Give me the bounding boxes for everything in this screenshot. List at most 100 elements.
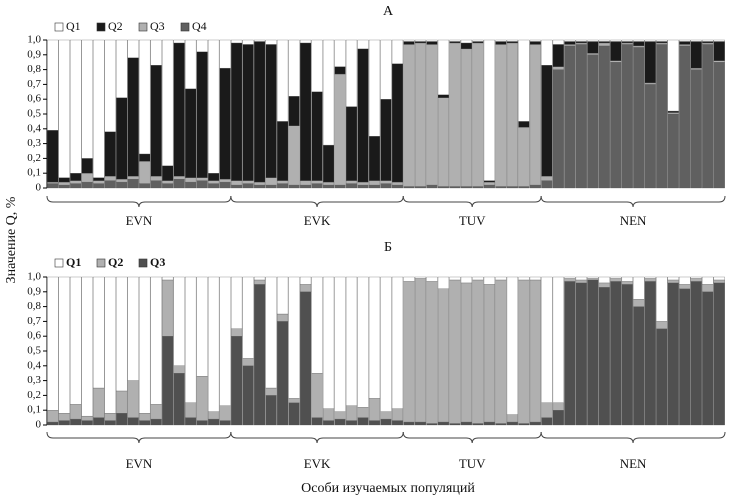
- bar-segment: [242, 44, 254, 181]
- bar-segment: [334, 411, 346, 420]
- bar-segment: [667, 282, 679, 426]
- bar-segment: [679, 288, 691, 426]
- bar-segment: [610, 41, 622, 61]
- bar-segment: [345, 420, 358, 426]
- legend-label: Q4: [192, 19, 207, 33]
- bar-segment: [460, 276, 473, 284]
- bar-segment: [391, 420, 404, 426]
- bar-segment: [185, 402, 197, 418]
- bar-segment: [403, 44, 415, 187]
- bar-segment: [357, 407, 369, 418]
- bar-segment: [483, 180, 496, 183]
- bar-segment: [437, 186, 450, 189]
- bar-segment: [679, 39, 691, 42]
- bar-segment: [391, 181, 404, 186]
- bar-segment: [93, 417, 105, 426]
- bar-segment: [598, 39, 610, 42]
- y-tick-label: 0,9: [27, 285, 41, 297]
- bar-segment: [529, 39, 541, 42]
- bar-segment: [253, 184, 266, 189]
- legend-swatch: [54, 258, 64, 268]
- bar-segment: [403, 41, 415, 45]
- bar-segment: [70, 39, 82, 174]
- y-tick-label: 0,8: [27, 300, 41, 312]
- bar-segment: [702, 41, 714, 44]
- bar-segment: [587, 53, 599, 55]
- bar-segment: [541, 180, 553, 189]
- bar-segment: [403, 186, 415, 189]
- bar-segment: [81, 173, 93, 183]
- bar-segment: [437, 288, 450, 423]
- bar-segment: [150, 276, 162, 405]
- bar-segment: [242, 180, 254, 184]
- bar-segment: [368, 184, 381, 189]
- bar-segment: [219, 181, 231, 189]
- chart-title: Б: [384, 240, 392, 255]
- bar-segment: [231, 184, 243, 189]
- bar-segment: [437, 94, 450, 98]
- bar-segment: [299, 42, 312, 181]
- bar-segment: [150, 176, 162, 181]
- bar-segment: [93, 180, 105, 184]
- bar-segment: [621, 276, 633, 282]
- bar-segment: [116, 178, 128, 183]
- bar-segment: [185, 88, 197, 178]
- bar-segment: [104, 131, 116, 177]
- bar-segment: [116, 390, 128, 414]
- bar-segment: [552, 276, 564, 403]
- bar-segment: [495, 276, 507, 281]
- bar-segment: [690, 41, 702, 69]
- bar-segment: [403, 276, 415, 282]
- bar-segment: [644, 281, 656, 426]
- bar-segment: [713, 41, 725, 61]
- bar-segment: [564, 45, 576, 189]
- bar-segment: [575, 41, 587, 44]
- bar-segment: [426, 41, 438, 45]
- bar-segment: [679, 284, 691, 289]
- bar-segment: [414, 42, 427, 187]
- bar-segment: [334, 39, 346, 67]
- bar-segment: [518, 276, 530, 281]
- bar-segment: [196, 51, 208, 178]
- bar-segment: [518, 127, 530, 187]
- bar-segment: [288, 276, 300, 399]
- bar-segment: [196, 180, 208, 189]
- bar-segment: [437, 421, 450, 426]
- bar-segment: [139, 413, 151, 421]
- bar-segment: [483, 184, 496, 189]
- group-label: NEN: [620, 213, 647, 228]
- bar-segment: [58, 413, 70, 421]
- bar-segment: [231, 276, 243, 329]
- bar-segment: [690, 39, 702, 42]
- bar-segment: [483, 39, 496, 181]
- bar-segment: [529, 184, 541, 189]
- bar-segment: [265, 276, 277, 389]
- legend-swatch: [96, 258, 106, 268]
- bar-segment: [58, 276, 70, 414]
- bar-segment: [93, 387, 105, 418]
- bar-segment: [231, 336, 243, 426]
- bar-segment: [541, 276, 553, 403]
- bar-segment: [690, 69, 702, 189]
- bar-segment: [299, 291, 312, 426]
- bar-segment: [242, 365, 254, 426]
- bar-segment: [322, 420, 335, 426]
- bar-segment: [380, 39, 392, 100]
- bar-segment: [311, 417, 323, 426]
- bar-segment: [656, 44, 668, 189]
- bar-segment: [587, 278, 599, 281]
- bar-segment: [575, 42, 587, 45]
- bar-segment: [253, 39, 266, 42]
- bar-segment: [564, 278, 576, 282]
- bar-segment: [219, 420, 231, 426]
- bar-segment: [426, 281, 438, 424]
- bar-segment: [47, 183, 59, 189]
- bar-segment: [644, 276, 656, 279]
- bar-segment: [208, 411, 220, 420]
- bar-segment: [621, 39, 633, 42]
- bar-segment: [139, 183, 151, 189]
- bar-segment: [196, 376, 208, 421]
- bar-segment: [449, 39, 461, 42]
- bar-segment: [265, 395, 277, 426]
- bar-segment: [380, 276, 392, 412]
